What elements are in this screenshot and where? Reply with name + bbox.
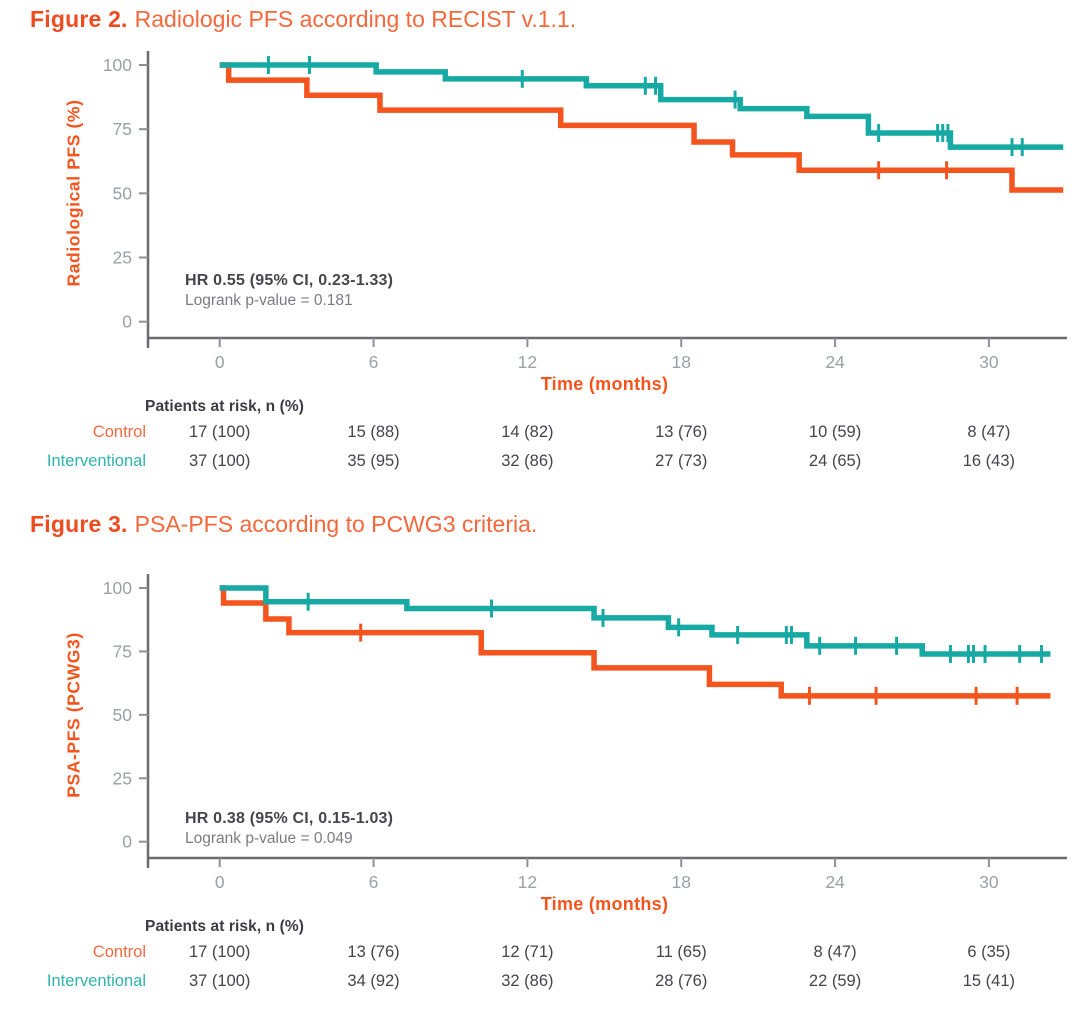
y-tick-label: 75 [113, 119, 132, 139]
x-tick-label: 18 [671, 872, 690, 892]
risk-value: 24 (65) [808, 452, 862, 470]
risk-value: 34 (92) [347, 972, 400, 990]
risk-value: 8 (47) [813, 943, 857, 961]
y-tick-label: 100 [103, 55, 132, 75]
x-tick-label: 6 [369, 352, 379, 372]
risk-row-interventional: Interventional 37 (100) 35 (95) 32 (86) 27 (… [0, 452, 1080, 472]
risk-value: 32 (86) [501, 452, 554, 470]
risk-row-label: Interventional [46, 452, 146, 470]
x-tick-label: 18 [671, 352, 690, 372]
y-tick-label: 0 [122, 832, 132, 852]
figure-2-x-axis-label: Time (months) [540, 374, 669, 394]
risk-row-label: Control [92, 423, 146, 441]
figure-2-hr-text: HR 0.55 (95% CI, 0.23-1.33) [185, 272, 394, 289]
y-tick-label: 50 [113, 183, 133, 203]
figure-3-title: Figure 3. PSA-PFS according to PCWG3 crit… [30, 511, 537, 538]
risk-value: 13 (76) [347, 943, 400, 961]
figure-3-annotation: HR 0.38 (95% CI, 0.15-1.03) Logrank p-va… [185, 809, 393, 848]
figure-3-number: Figure 3. [30, 511, 128, 537]
y-tick-label: 25 [113, 768, 132, 788]
risk-row-label: Control [92, 943, 146, 961]
risk-value: 37 (100) [188, 452, 251, 470]
risk-value: 10 (59) [808, 423, 862, 441]
risk-value: 35 (95) [347, 452, 400, 470]
figure-3-x-axis-label: Time (months) [540, 894, 669, 914]
y-tick-label: 0 [122, 312, 132, 332]
y-tick-label: 75 [113, 641, 132, 661]
figure-3-logrank-text: Logrank p-value = 0.049 [185, 829, 353, 847]
x-tick-label: 12 [518, 872, 537, 892]
x-tick-label: 24 [825, 352, 845, 372]
figure-2-logrank-text: Logrank p-value = 0.181 [185, 291, 353, 309]
risk-value: 15 (41) [962, 972, 1016, 990]
risk-value: 22 (59) [808, 972, 862, 990]
km-curve-control [219, 62, 1064, 193]
risk-row-control: Control 17 (100) 13 (76) 12 (71) 11 (65) 8 (4… [0, 943, 1080, 963]
risk-value: 37 (100) [188, 972, 251, 990]
risk-value: 13 (76) [655, 423, 708, 441]
figure-2-title: Figure 2. Radiologic PFS according to REC… [30, 6, 576, 33]
km-curve-interventional [219, 585, 1051, 657]
km-plot-figure-2: 100 75 50 25 0 0 6 12 18 24 30 [103, 51, 1067, 372]
figure-2-caption: Radiologic PFS according to RECIST v.1.1… [134, 6, 577, 32]
x-tick-label: 12 [518, 352, 537, 372]
figure-3-section: Figure 3. PSA-PFS according to PCWG3 crit… [0, 505, 1080, 1019]
x-tick-label: 0 [215, 352, 225, 372]
risk-row-interventional: Interventional 37 (100) 34 (92) 32 (86) 28 (… [0, 972, 1080, 992]
km-plot-figure-3: 100 75 50 25 0 0 6 12 18 24 30 [103, 574, 1067, 892]
figure-2-number: Figure 2. [30, 6, 128, 32]
km-curve-interventional [219, 62, 1064, 150]
figure-3-y-axis-label: PSA-PFS (PCWG3) [63, 632, 84, 798]
x-tick-label: 30 [979, 872, 999, 892]
risk-value: 14 (82) [501, 423, 554, 441]
figure-2-section: Figure 2. Radiologic PFS according to REC… [0, 0, 1080, 505]
x-tick-label: 6 [369, 872, 379, 892]
risk-row-control: Control 17 (100) 15 (88) 14 (82) 13 (76) 10 (… [0, 423, 1080, 443]
risk-value: 27 (73) [655, 452, 708, 470]
x-tick-label: 30 [979, 352, 999, 372]
km-curve-control [219, 585, 1051, 699]
x-tick-label: 0 [215, 872, 225, 892]
risk-value: 17 (100) [188, 943, 251, 961]
risk-value: 32 (86) [501, 972, 554, 990]
figure-2-annotation: HR 0.55 (95% CI, 0.23-1.33) Logrank p-va… [185, 271, 393, 310]
risk-value: 16 (43) [962, 452, 1016, 470]
risk-value: 12 (71) [501, 943, 554, 961]
figure-2-risk-table-header: Patients at risk, n (%) [145, 398, 305, 415]
figure-2-y-axis-label: Radiological PFS (%) [63, 99, 84, 287]
risk-value: 6 (35) [967, 943, 1011, 961]
figure-3-caption: PSA-PFS according to PCWG3 criteria. [134, 511, 538, 537]
risk-value: 11 (65) [655, 943, 707, 961]
risk-value: 8 (47) [967, 423, 1011, 441]
risk-value: 28 (76) [655, 972, 708, 990]
y-tick-label: 25 [113, 248, 132, 268]
y-tick-label: 100 [103, 578, 132, 598]
figure-3-hr-text: HR 0.38 (95% CI, 0.15-1.03) [185, 810, 394, 827]
y-tick-label: 50 [113, 705, 133, 725]
risk-row-label: Interventional [46, 972, 146, 990]
risk-value: 17 (100) [188, 423, 251, 441]
risk-value: 15 (88) [347, 423, 400, 441]
x-tick-label: 24 [825, 872, 845, 892]
figure-3-risk-table-header: Patients at risk, n (%) [145, 918, 305, 935]
